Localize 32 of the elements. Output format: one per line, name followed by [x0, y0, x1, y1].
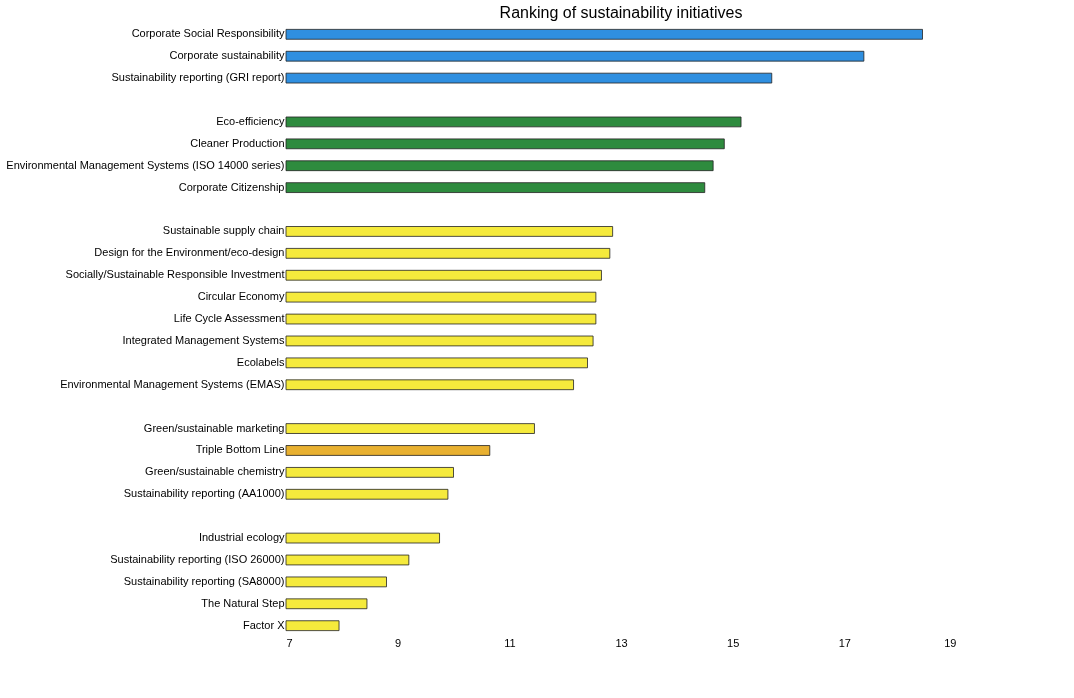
x-tick-label: 15 [727, 636, 740, 649]
y-tick-label: The Natural Step [201, 596, 285, 609]
y-tick-label: Eco-efficiency [216, 114, 285, 127]
y-tick-label: Sustainable supply chain [162, 224, 285, 237]
y-tick-label: Integrated Management Systems [122, 333, 285, 346]
x-tick-label: 13 [615, 636, 628, 649]
x-tick-label: 19 [944, 636, 957, 649]
y-tick-label: Factor X [242, 618, 286, 631]
y-tick-label: Corporate Social Responsibility [131, 27, 285, 40]
y-tick-label: Environmental Management Systems (EMAS) [60, 377, 285, 390]
y-tick-label: Industrial ecology [198, 531, 285, 544]
y-tick-label: Design for the Environment/eco-design [94, 246, 285, 259]
y-tick-label: Green/sustainable marketing [143, 421, 285, 434]
chart-title: Ranking of sustainability initiatives [499, 4, 743, 21]
y-tick-label: Corporate Citizenship [178, 180, 285, 193]
y-tick-label: Triple Bottom Line [195, 443, 285, 456]
x-tick-label: 11 [504, 636, 516, 649]
y-tick-label: Life Cycle Assessment [173, 312, 285, 325]
y-tick-label: Sustainability reporting (GRI report) [111, 71, 285, 84]
y-tick-label: Socially/Sustainable Responsible Investment [65, 268, 285, 281]
y-tick-label: Ecolabels [236, 355, 285, 368]
x-tick-label: 7 [286, 636, 293, 649]
y-tick-label: Sustainability reporting (SA8000) [123, 574, 285, 587]
x-tick-label: 17 [838, 636, 851, 649]
y-tick-label: Cleaner Production [190, 136, 285, 149]
y-tick-label: Sustainability reporting (ISO 26000) [110, 552, 285, 565]
y-tick-label: Corporate sustainability [169, 49, 285, 62]
y-tick-label: Circular Economy [197, 290, 285, 303]
y-tick-label: Environmental Management Systems (ISO 14000 series) [6, 158, 285, 171]
y-tick-label: Green/sustainable chemistry [145, 465, 285, 478]
x-tick-label: 9 [395, 636, 402, 649]
y-tick-label: Sustainability reporting (AA1000) [123, 487, 285, 500]
